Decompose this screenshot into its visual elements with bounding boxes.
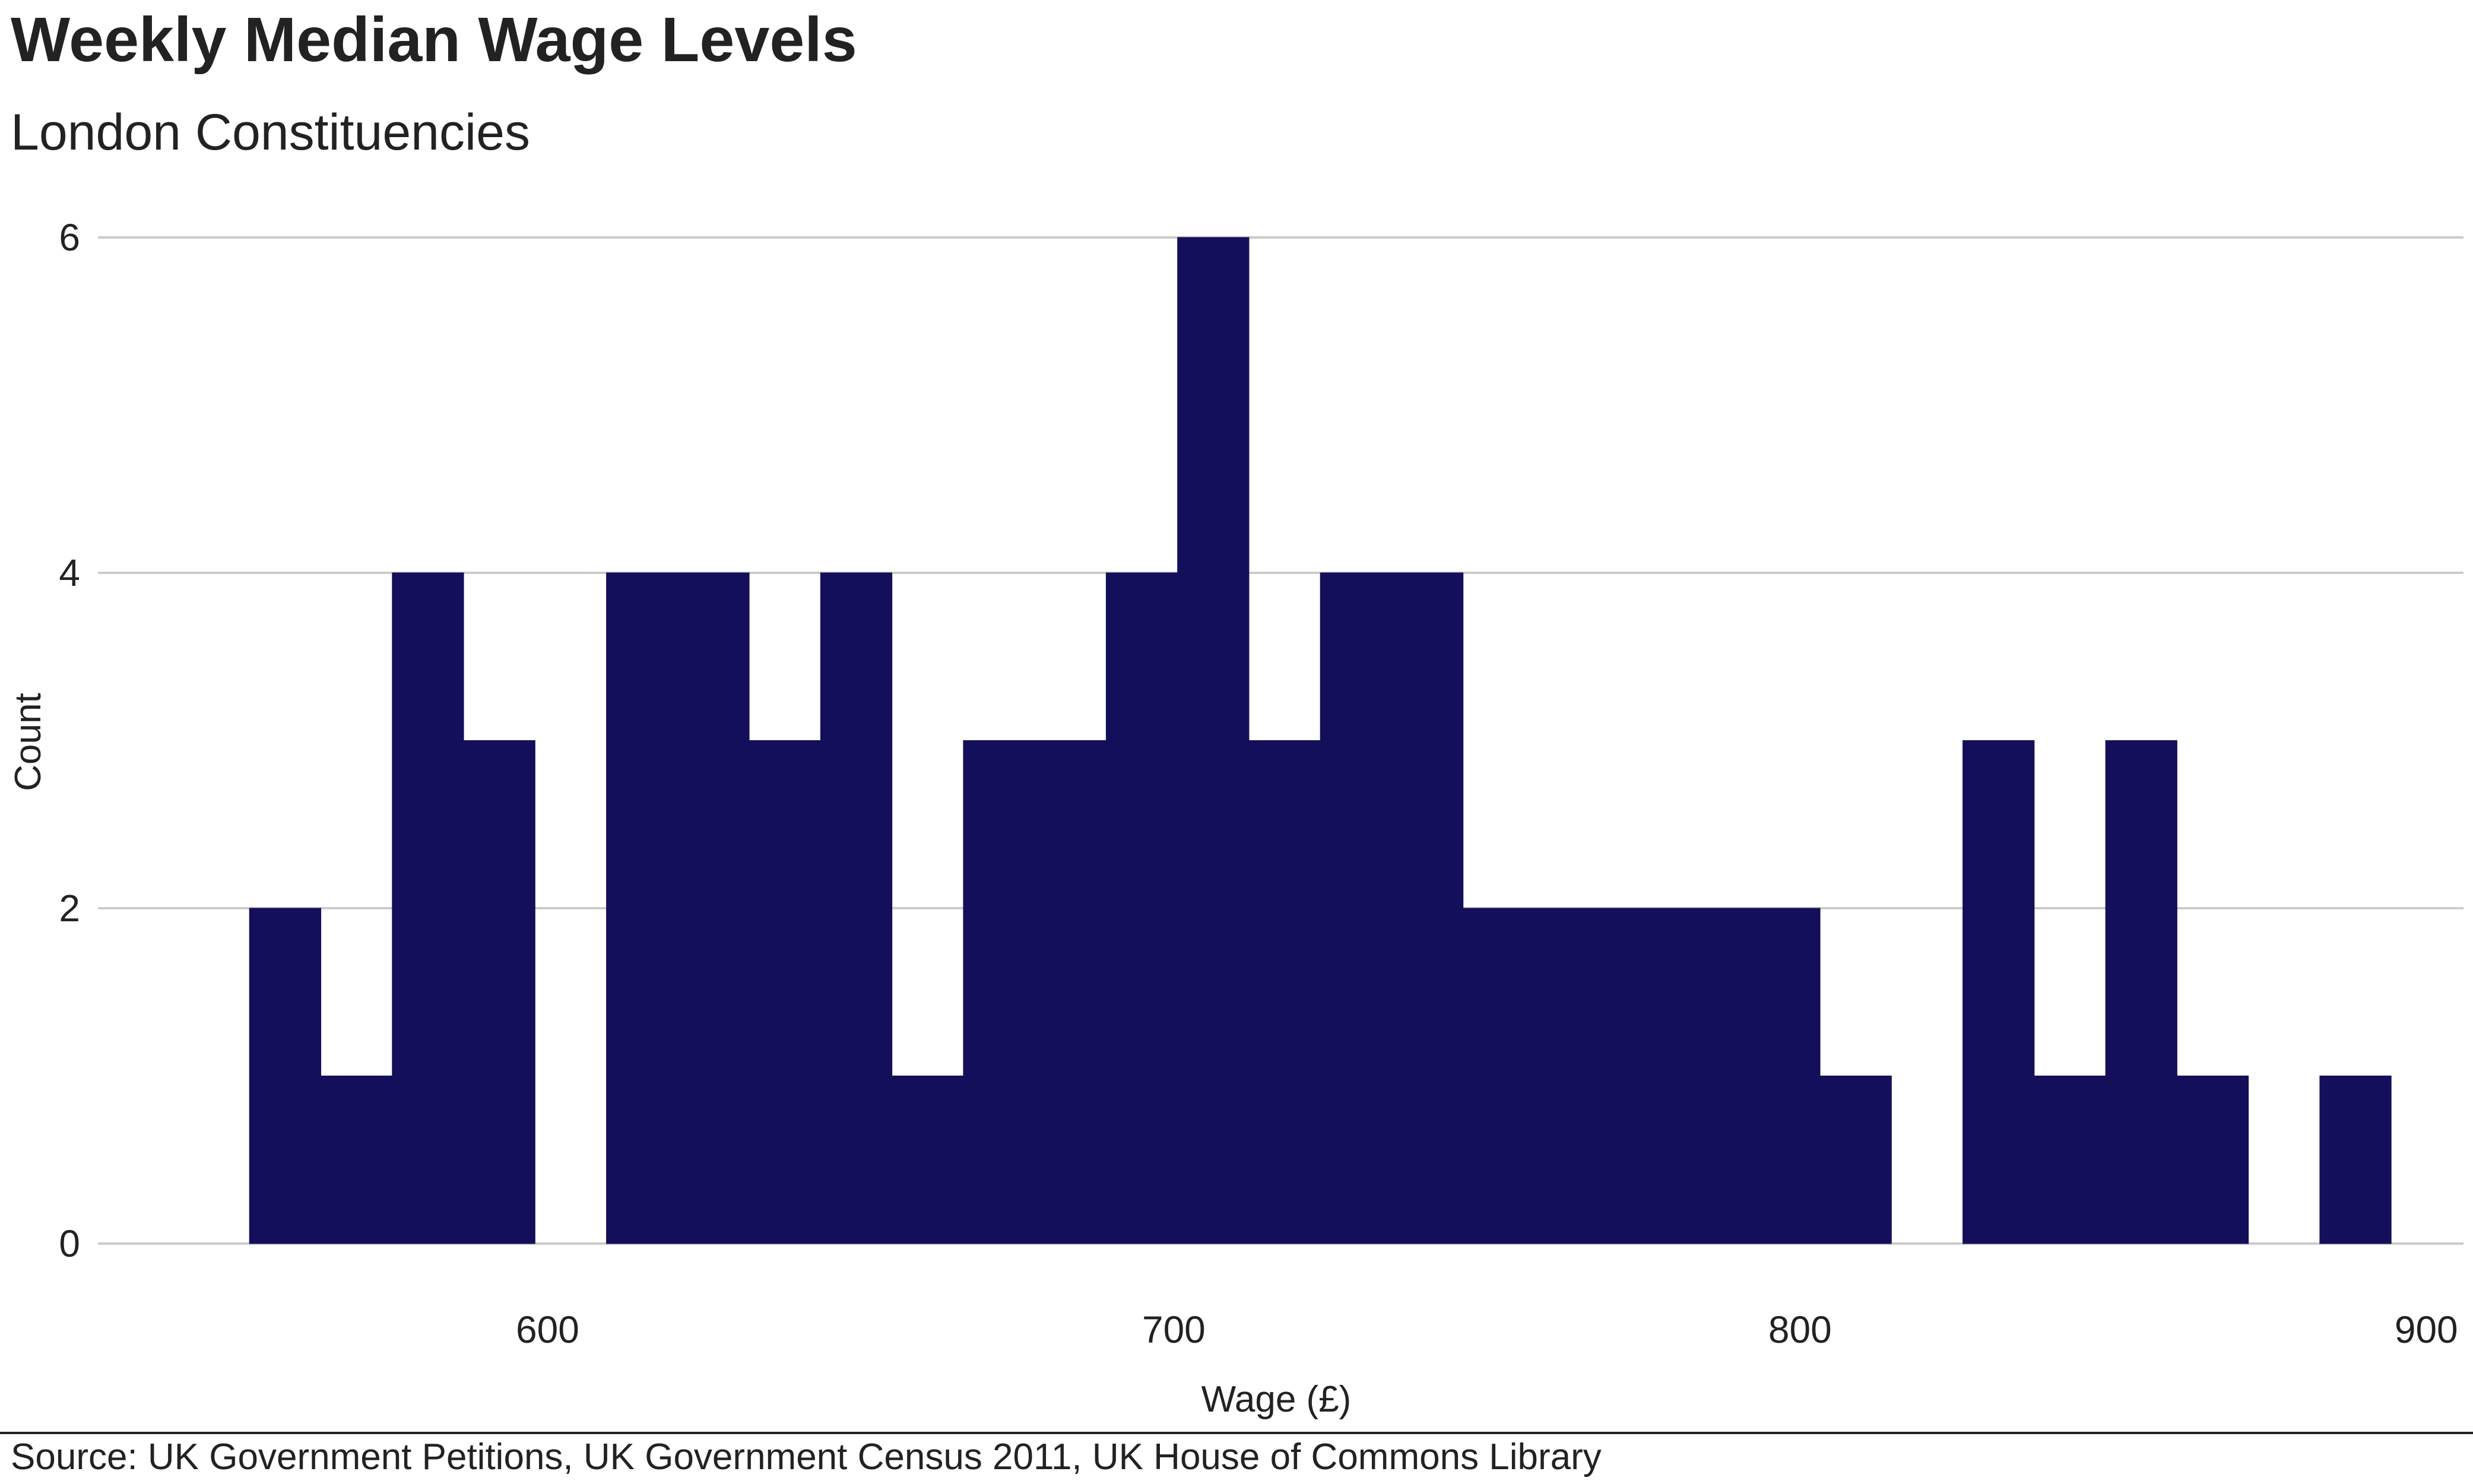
y-tick-label: 2 xyxy=(59,887,80,930)
x-tick-label: 600 xyxy=(516,1308,579,1351)
histogram-bar xyxy=(1391,572,1464,1244)
histogram-bar xyxy=(321,1076,393,1244)
histogram-bar xyxy=(1677,908,1749,1244)
y-tick-label: 0 xyxy=(59,1222,80,1265)
histogram-bar xyxy=(1177,237,1250,1244)
histogram-bar xyxy=(463,740,535,1244)
histogram-chart: 0 2 4 6 600 700 800 900 Wage (£) Count xyxy=(8,216,2464,1420)
histogram-bar xyxy=(392,572,464,1244)
histogram-bar xyxy=(1320,572,1392,1244)
histogram-bar xyxy=(2176,1076,2249,1244)
histogram-bar xyxy=(892,1076,964,1244)
histogram-bars xyxy=(249,237,2392,1244)
histogram-bar xyxy=(1534,908,1606,1244)
histogram-bar xyxy=(1605,908,1678,1244)
y-axis-ticks: 0 2 4 6 xyxy=(59,216,80,1265)
histogram-bar xyxy=(820,572,893,1244)
histogram-bar xyxy=(749,740,821,1244)
source-note: Source: UK Government Petitions, UK Gove… xyxy=(11,1437,1602,1477)
chart-subtitle: London Constituencies xyxy=(11,104,530,161)
histogram-bar xyxy=(677,572,750,1244)
histogram-bar xyxy=(2319,1076,2392,1244)
x-axis-ticks: 600 700 800 900 xyxy=(516,1308,2458,1351)
histogram-bar xyxy=(249,908,322,1244)
histogram-bar xyxy=(1105,572,1178,1244)
y-tick-label: 6 xyxy=(59,216,80,259)
histogram-bar xyxy=(1748,908,1821,1244)
footer-divider xyxy=(0,1432,2473,1434)
histogram-bar xyxy=(1248,740,1321,1244)
x-tick-label: 700 xyxy=(1142,1308,1206,1351)
histogram-bar xyxy=(1034,740,1106,1244)
y-tick-label: 4 xyxy=(59,551,80,594)
histogram-bar xyxy=(1819,1076,1892,1244)
histogram-bar xyxy=(963,740,1035,1244)
histogram-bar xyxy=(1962,740,2035,1244)
x-tick-label: 900 xyxy=(2395,1308,2458,1351)
histogram-bar xyxy=(2105,740,2177,1244)
histogram-bar xyxy=(2034,1076,2106,1244)
histogram-bar xyxy=(1463,908,1535,1244)
x-axis-title: Wage (£) xyxy=(1201,1379,1352,1420)
chart-title: Weekly Median Wage Levels xyxy=(11,5,857,75)
x-tick-label: 800 xyxy=(1768,1308,1832,1351)
y-axis-title: Count xyxy=(8,693,49,791)
histogram-bar xyxy=(606,572,679,1244)
